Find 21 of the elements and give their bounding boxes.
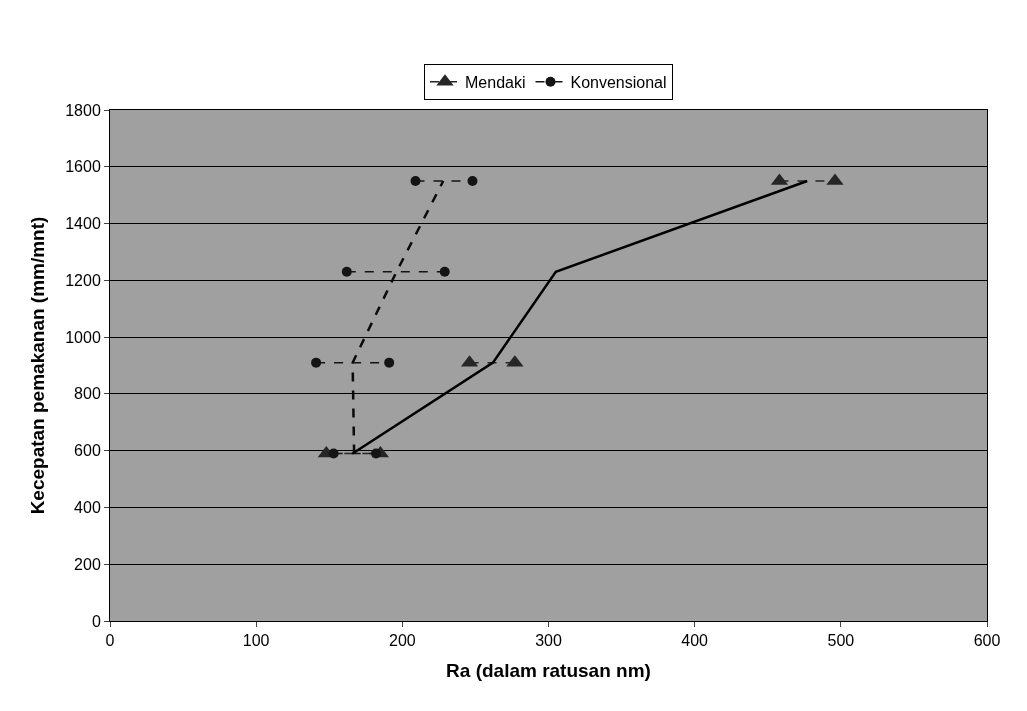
y-tick-label: 1200 [65,271,101,289]
x-tick-label: 300 [535,632,562,650]
y-tick-label: 400 [74,499,101,517]
y-tick-label: 600 [74,442,101,460]
y-tick-label: 800 [74,385,101,403]
y-tick-label: 0 [91,612,101,630]
x-tick-label: 200 [388,632,416,650]
x-axis-title: Ra (dalam ratusan nm) [446,660,651,681]
y-tick-label: 1000 [65,328,101,346]
x-tick-label: 600 [973,632,1001,650]
y-axis-title: Kecepatan pemakanan (mm/mnt) [27,216,49,515]
x-tick-label: 400 [681,632,709,650]
y-tick-label: 1400 [65,215,101,233]
x-tick-label: 500 [827,632,855,650]
y-tick-label: 1800 [65,101,101,119]
y-tick-label: 200 [74,555,101,573]
x-tick-label: 0 [105,632,115,650]
legend-label: Mendaki [465,73,526,91]
y-tick-label: 1600 [65,158,101,176]
x-tick-label: 100 [242,632,270,650]
legend-label: Konvensional [570,73,667,91]
